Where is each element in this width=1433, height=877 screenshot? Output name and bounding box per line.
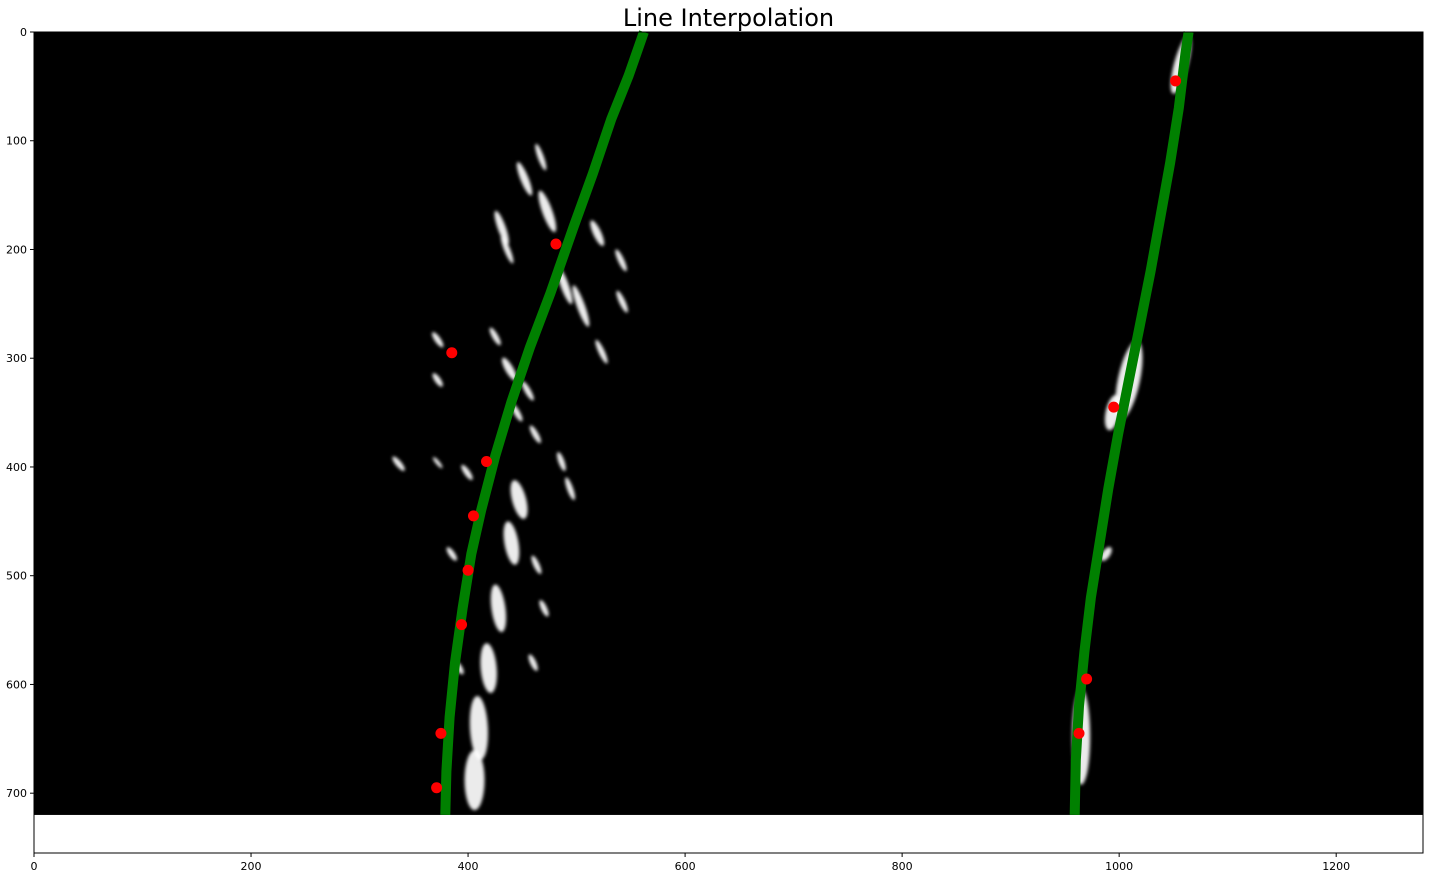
left-fit-line <box>440 30 649 816</box>
x-tick-label: 0 <box>31 860 38 873</box>
window-center-point <box>435 727 447 739</box>
lane-pixel-mark <box>1100 547 1112 561</box>
lane-pixel-mark <box>572 285 590 327</box>
lane-pixel-mark <box>461 464 473 480</box>
x-tick-label: 400 <box>458 860 479 873</box>
lane-pixel-mark <box>432 457 443 469</box>
lane-pixel-mark <box>590 220 605 246</box>
binary-image <box>34 32 1423 815</box>
lane-pixel-mark <box>503 521 520 565</box>
lane-pixel-mark <box>489 327 501 346</box>
x-tick-label: 1000 <box>1105 860 1133 873</box>
lane-pixel-mark <box>565 477 576 501</box>
window-center-point <box>462 564 474 576</box>
window-center-point <box>467 510 479 522</box>
lane-pixel-mark <box>500 235 514 264</box>
lane-pixel-mark <box>529 425 541 444</box>
x-tick-label: 1200 <box>1322 860 1350 873</box>
x-tick-label: 800 <box>892 860 913 873</box>
lane-pixel-mark <box>539 600 549 617</box>
window-center-point <box>550 238 562 250</box>
plot-image-area <box>34 32 1423 815</box>
window-center-point <box>1108 401 1120 413</box>
y-tick-label: 300 <box>6 352 27 365</box>
lane-pixel-mark <box>538 190 557 233</box>
y-tick-label: 600 <box>6 678 27 691</box>
lane-pixel-mark <box>516 162 533 196</box>
chart-title: Line Interpolation <box>623 4 834 32</box>
lane-pixel-mark <box>480 643 497 694</box>
lane-pixel-mark <box>531 555 542 574</box>
lane-pixel-mark <box>615 249 627 272</box>
lane-pixel-mark <box>490 584 507 633</box>
lane-pixel-mark <box>469 695 489 760</box>
lane-pixel-mark <box>464 750 485 811</box>
x-tick-label: 600 <box>675 860 696 873</box>
window-center-point <box>431 782 443 794</box>
y-tick-label: 0 <box>20 26 27 39</box>
y-tick-label: 400 <box>6 461 27 474</box>
lane-pixel-mark <box>494 210 509 245</box>
y-tick-label: 500 <box>6 570 27 583</box>
lane-pixel-mark <box>431 332 444 348</box>
axes-frame <box>33 31 1424 854</box>
window-center-point <box>1170 75 1182 87</box>
lane-pixel-mark <box>432 373 443 387</box>
window-center-points <box>431 75 1182 794</box>
x-tick-label: 200 <box>241 860 262 873</box>
window-center-point <box>456 619 468 631</box>
window-center-point <box>1081 673 1093 685</box>
lane-pixel-mark <box>616 290 628 313</box>
window-center-point <box>1073 727 1085 739</box>
y-tick-label: 700 <box>6 787 27 800</box>
lane-pixel-mark <box>510 480 528 519</box>
lane-pixel-mark <box>535 143 547 171</box>
lane-pixel-mark <box>392 456 405 471</box>
y-tick-label: 100 <box>6 135 27 148</box>
lane-pixel-mark <box>556 452 566 471</box>
lane-pixel-mark <box>446 547 457 561</box>
window-center-point <box>446 347 458 359</box>
lane-pixel-mark <box>528 654 538 671</box>
y-tick-label: 200 <box>6 243 27 256</box>
window-center-point <box>481 456 493 468</box>
axes: 0 200 400 600 800 1000 1200 0 100 200 300 400 500 600… <box>6 26 1424 873</box>
lane-pixel-mark <box>521 381 534 401</box>
lane-pixel-mark <box>595 339 608 364</box>
lane-pixel-mark <box>501 357 517 381</box>
